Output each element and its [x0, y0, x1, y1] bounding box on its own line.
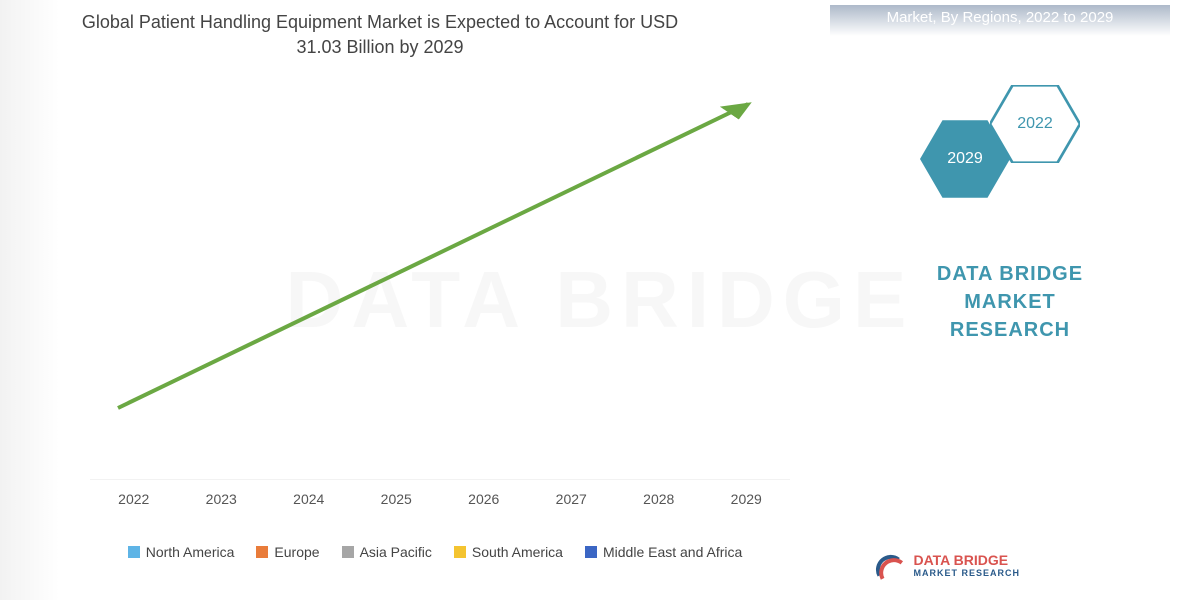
legend-item: North America	[128, 544, 235, 560]
legend-swatch	[585, 546, 597, 558]
legend-swatch	[454, 546, 466, 558]
brand-line1: DATA BRIDGE	[880, 260, 1140, 288]
hexagon-2029-label: 2029	[947, 150, 983, 168]
chart-title: Global Patient Handling Equipment Market…	[80, 10, 680, 60]
footer-logo-text: DATA BRIDGE MARKET RESEARCH	[913, 553, 1020, 578]
bar-category-label: 2023	[195, 491, 247, 507]
hexagon-2022-label: 2022	[1017, 115, 1053, 133]
bar-category-label: 2026	[458, 491, 510, 507]
brand-text: DATA BRIDGE MARKET RESEARCH	[880, 260, 1140, 344]
year-hexagon-group: 2022 2029	[880, 60, 1140, 240]
legend-swatch	[342, 546, 354, 558]
stacked-bar-chart: 20222023202420252026202720282029	[90, 80, 790, 480]
hexagon-2029: 2029	[920, 120, 1010, 198]
footer-logo-line2: MARKET RESEARCH	[913, 569, 1020, 579]
legend-item: Middle East and Africa	[585, 544, 742, 560]
legend-item: Asia Pacific	[342, 544, 432, 560]
brand-line3: RESEARCH	[880, 316, 1140, 344]
left-edge-shadow	[0, 0, 60, 600]
bars-container: 20222023202420252026202720282029	[90, 80, 790, 480]
legend-label: South America	[472, 544, 563, 560]
footer-logo-line1: DATA BRIDGE	[913, 553, 1020, 568]
header-right-caption: Market, By Regions, 2022 to 2029	[830, 5, 1170, 36]
legend-swatch	[256, 546, 268, 558]
chart-legend: North America Europe Asia Pacific South Ame…	[60, 544, 810, 560]
legend-label: Middle East and Africa	[603, 544, 742, 560]
bar-category-label: 2024	[283, 491, 335, 507]
legend-label: Asia Pacific	[360, 544, 432, 560]
footer-logo-icon	[873, 550, 905, 582]
legend-item: South America	[454, 544, 563, 560]
bar-category-label: 2025	[370, 491, 422, 507]
brand-line2: MARKET	[880, 288, 1140, 316]
legend-label: Europe	[274, 544, 319, 560]
legend-label: North America	[146, 544, 235, 560]
bar-category-label: 2029	[720, 491, 772, 507]
bar-category-label: 2022	[108, 491, 160, 507]
bar-category-label: 2028	[633, 491, 685, 507]
footer-logo: DATA BRIDGE MARKET RESEARCH	[873, 550, 1020, 582]
bar-category-label: 2027	[545, 491, 597, 507]
legend-swatch	[128, 546, 140, 558]
legend-item: Europe	[256, 544, 319, 560]
